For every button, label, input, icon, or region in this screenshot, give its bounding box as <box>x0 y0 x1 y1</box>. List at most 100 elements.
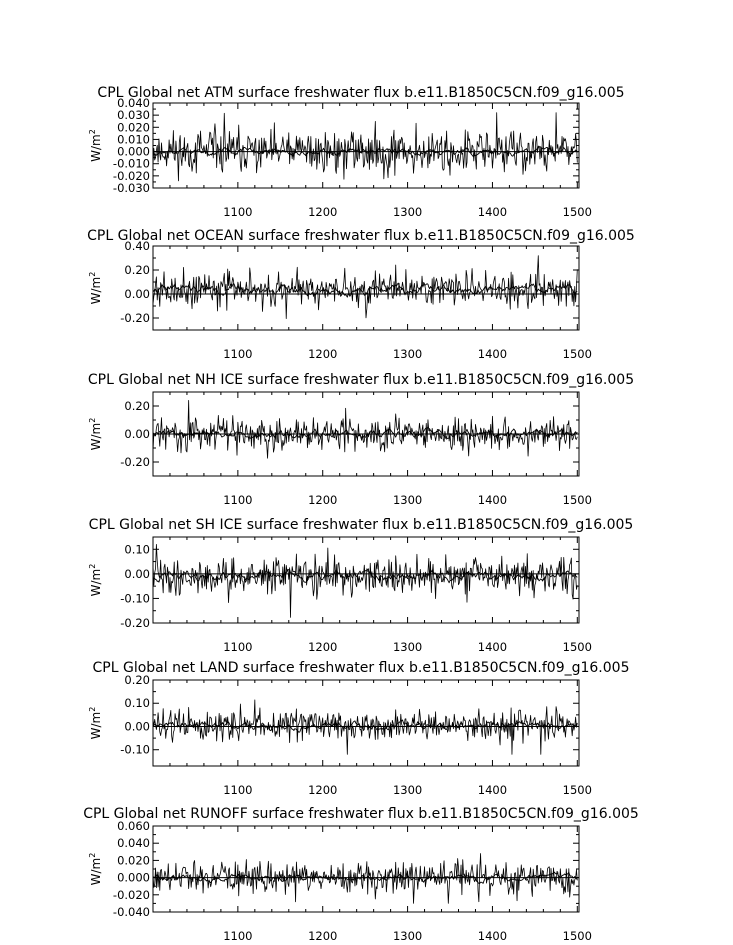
chart-title: CPL Global net RUNOFF surface freshwater… <box>83 806 639 822</box>
chart-panel-6: CPL Global net RUNOFF surface freshwater… <box>83 806 639 943</box>
x-tick-label: 1100 <box>223 493 252 507</box>
series-line-annual <box>152 255 578 320</box>
x-tick-label: 1100 <box>223 783 252 797</box>
y-tick-label: -0.020 <box>113 169 150 183</box>
x-tick-label: 1300 <box>393 929 422 943</box>
chart-panel-3: CPL Global net NH ICE surface freshwater… <box>88 372 634 507</box>
x-tick-label: 1100 <box>223 640 252 654</box>
y-tick-label: 0.020 <box>117 120 150 134</box>
chart-title: CPL Global net ATM surface freshwater fl… <box>97 85 624 101</box>
series-line-annual <box>152 543 578 618</box>
series-line-smoothed <box>152 426 578 440</box>
y-axis-unit: W/m <box>89 712 103 740</box>
series-line-smoothed <box>152 146 578 158</box>
series-line-annual <box>152 112 578 182</box>
y-axis-label: W/m2 <box>88 129 103 162</box>
x-tick-label: 1300 <box>393 493 422 507</box>
x-tick-label: 1100 <box>223 205 252 219</box>
y-tick-label: -0.020 <box>113 888 150 902</box>
y-tick-label: 0.10 <box>124 542 150 556</box>
x-tick-label: 1400 <box>478 640 507 654</box>
x-tick-label: 1200 <box>308 347 337 361</box>
series-line-annual <box>152 699 578 755</box>
plot-frame <box>152 245 580 331</box>
plot-frame <box>152 536 580 624</box>
y-tick-label: 0.010 <box>117 132 150 146</box>
chart-title: CPL Global net SH ICE surface freshwater… <box>89 517 634 533</box>
x-tick-label: 1200 <box>308 783 337 797</box>
y-axis-unit: W/m <box>89 134 103 162</box>
x-tick-label: 1500 <box>563 783 592 797</box>
y-tick-label: -0.10 <box>120 743 150 757</box>
y-tick-label: -0.10 <box>120 591 150 605</box>
x-tick-label: 1400 <box>478 929 507 943</box>
y-axis-unit-exponent: 2 <box>88 853 97 858</box>
y-tick-label: 0.020 <box>117 853 150 867</box>
y-tick-label: -0.010 <box>113 157 150 171</box>
y-tick-label: -0.040 <box>113 905 150 919</box>
chart-title: CPL Global net NH ICE surface freshwater… <box>88 372 634 388</box>
series-line-smoothed <box>152 719 578 733</box>
x-tick-label: 1200 <box>308 493 337 507</box>
y-axis-unit: W/m <box>89 858 103 886</box>
y-axis-unit-exponent: 2 <box>88 707 97 712</box>
y-tick-label: 0.040 <box>117 836 150 850</box>
y-tick-label: 0.10 <box>124 696 150 710</box>
chart-panel-5: CPL Global net LAND surface freshwater f… <box>88 660 629 797</box>
x-tick-label: 1100 <box>223 347 252 361</box>
x-tick-label: 1400 <box>478 493 507 507</box>
y-axis-unit: W/m <box>89 277 103 305</box>
y-tick-label: -0.030 <box>113 181 150 195</box>
series-line-smoothed <box>152 282 578 298</box>
series-line-smoothed <box>152 569 578 584</box>
y-axis-label: W/m2 <box>88 418 103 451</box>
y-tick-label: 0.030 <box>117 108 150 122</box>
y-axis-unit: W/m <box>89 569 103 597</box>
y-tick-label: -0.20 <box>120 311 150 325</box>
x-tick-label: 1500 <box>563 347 592 361</box>
x-tick-label: 1300 <box>393 783 422 797</box>
y-tick-label: 0.20 <box>124 399 150 413</box>
plot-frame <box>152 679 580 767</box>
plot-frame <box>152 102 580 189</box>
x-tick-label: 1100 <box>223 929 252 943</box>
y-axis-unit-exponent: 2 <box>88 418 97 423</box>
chart-title: CPL Global net OCEAN surface freshwater … <box>87 228 635 244</box>
y-tick-label: 0.060 <box>117 819 150 833</box>
x-tick-label: 1200 <box>308 205 337 219</box>
x-tick-label: 1500 <box>563 493 592 507</box>
y-tick-label: 0.00 <box>124 719 150 733</box>
x-tick-label: 1300 <box>393 347 422 361</box>
y-tick-label: 0.000 <box>117 145 150 159</box>
y-tick-label: -0.20 <box>120 455 150 469</box>
y-axis-unit-exponent: 2 <box>88 129 97 134</box>
x-tick-label: 1200 <box>308 640 337 654</box>
series-line-smoothed <box>152 871 578 884</box>
y-tick-label: -0.20 <box>120 616 150 630</box>
y-tick-label: 0.20 <box>124 673 150 687</box>
chart-panel-2: CPL Global net OCEAN surface freshwater … <box>87 228 635 361</box>
x-tick-label: 1300 <box>393 640 422 654</box>
y-tick-label: 0.00 <box>124 427 150 441</box>
x-tick-label: 1500 <box>563 929 592 943</box>
x-tick-label: 1300 <box>393 205 422 219</box>
y-tick-label: 0.00 <box>124 567 150 581</box>
y-axis-unit-exponent: 2 <box>88 564 97 569</box>
x-tick-label: 1400 <box>478 783 507 797</box>
chart-panel-4: CPL Global net SH ICE surface freshwater… <box>88 517 633 654</box>
series-line-annual <box>152 853 578 904</box>
x-tick-label: 1500 <box>563 640 592 654</box>
x-tick-label: 1200 <box>308 929 337 943</box>
y-tick-label: 0.40 <box>124 239 150 253</box>
y-axis-label: W/m2 <box>88 272 103 305</box>
y-tick-label: 0.20 <box>124 263 150 277</box>
x-tick-label: 1500 <box>563 205 592 219</box>
y-tick-label: 0.000 <box>117 871 150 885</box>
x-tick-label: 1400 <box>478 347 507 361</box>
y-tick-label: 0.040 <box>117 96 150 110</box>
y-axis-label: W/m2 <box>88 707 103 740</box>
y-axis-unit-exponent: 2 <box>88 272 97 277</box>
x-tick-label: 1400 <box>478 205 507 219</box>
y-axis-label: W/m2 <box>88 564 103 597</box>
